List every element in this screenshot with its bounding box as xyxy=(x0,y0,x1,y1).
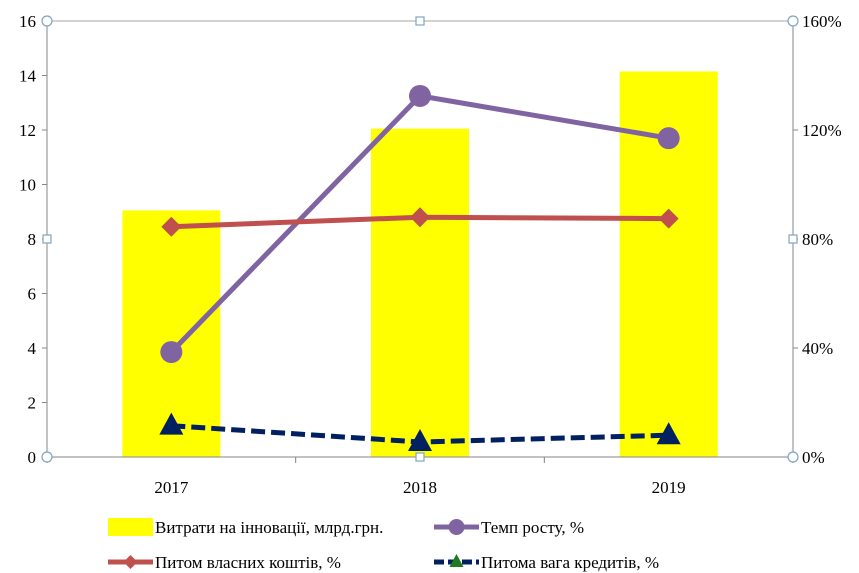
legend-item-3: Питома вага кредитів, % xyxy=(434,553,659,572)
legend-label: Темп росту, % xyxy=(481,518,584,537)
x-tick-label: 2017 xyxy=(154,478,189,497)
legend-label: Витрати на інновації, млрд.грн. xyxy=(155,518,383,537)
left-tick-label: 2 xyxy=(28,394,37,413)
legend-marker xyxy=(124,555,138,569)
legend-marker xyxy=(449,519,465,535)
side-resize-handle[interactable] xyxy=(43,235,51,243)
point-0-2017 xyxy=(160,341,182,363)
left-tick-label: 4 xyxy=(28,339,37,358)
side-resize-handle[interactable] xyxy=(416,17,424,25)
x-tick-label: 2018 xyxy=(403,478,437,497)
bar-2018 xyxy=(371,129,469,457)
legend-item-1: Темп росту, % xyxy=(434,518,584,537)
point-0-2019 xyxy=(658,127,680,149)
legend-item-2: Питом власних коштів, % xyxy=(108,553,341,572)
legend: Витрати на інновації, млрд.грн. Темп рост… xyxy=(108,518,659,572)
point-0-2018 xyxy=(409,85,431,107)
left-tick-label: 10 xyxy=(19,176,36,195)
side-resize-handle[interactable] xyxy=(416,453,424,461)
legend-label: Питом власних коштів, % xyxy=(155,553,341,572)
left-tick-label: 6 xyxy=(28,285,37,304)
side-resize-handle[interactable] xyxy=(789,235,797,243)
x-tick-label: 2019 xyxy=(652,478,686,497)
right-tick-label: 160% xyxy=(802,12,842,31)
right-tick-label: 0% xyxy=(802,448,825,467)
corner-resize-handle[interactable] xyxy=(42,16,52,26)
right-tick-label: 80% xyxy=(802,230,833,249)
corner-resize-handle[interactable] xyxy=(788,452,798,462)
corner-resize-handle[interactable] xyxy=(42,452,52,462)
legend-item-0: Витрати на інновації, млрд.грн. xyxy=(108,518,383,537)
right-tick-label: 40% xyxy=(802,339,833,358)
right-tick-label: 120% xyxy=(802,121,842,140)
legend-label: Питома вага кредитів, % xyxy=(481,553,659,572)
left-tick-label: 16 xyxy=(19,12,36,31)
legend-swatch xyxy=(108,518,153,536)
left-tick-label: 8 xyxy=(28,230,37,249)
left-tick-label: 0 xyxy=(28,448,37,467)
left-tick-label: 14 xyxy=(19,67,37,86)
corner-resize-handle[interactable] xyxy=(788,16,798,26)
left-tick-label: 12 xyxy=(19,121,36,140)
